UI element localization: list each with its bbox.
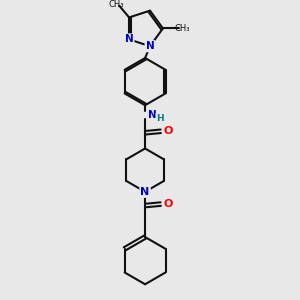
Text: CH₃: CH₃: [175, 24, 190, 33]
Text: O: O: [163, 126, 172, 136]
Text: N: N: [148, 110, 156, 120]
Text: O: O: [163, 199, 172, 208]
Text: H: H: [156, 113, 164, 122]
Text: N: N: [146, 41, 154, 51]
Text: N: N: [125, 34, 134, 44]
Text: CH₃: CH₃: [108, 0, 124, 9]
Text: N: N: [140, 187, 150, 197]
